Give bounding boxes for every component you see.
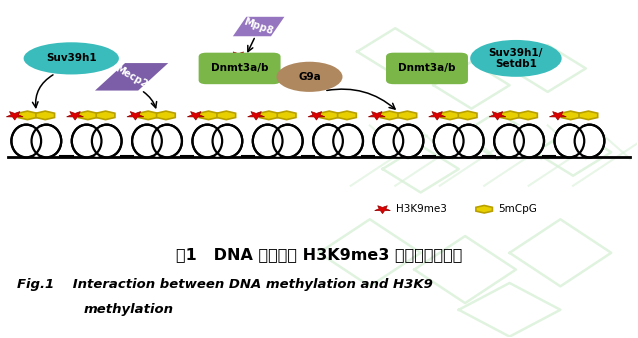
Text: Fig.1    Interaction between DNA methylation and H3K9: Fig.1 Interaction between DNA methylatio… [17,278,433,291]
Polygon shape [489,112,506,120]
Ellipse shape [193,125,222,158]
Polygon shape [230,52,247,61]
Text: 5mCpG: 5mCpG [498,204,537,214]
Polygon shape [440,111,459,120]
Ellipse shape [454,125,484,158]
Ellipse shape [152,125,182,158]
Polygon shape [579,111,598,120]
Text: Mecp2: Mecp2 [114,64,150,90]
Polygon shape [308,112,325,120]
Ellipse shape [494,125,524,158]
Ellipse shape [92,125,122,158]
Polygon shape [78,111,97,120]
Text: Dnmt3a/b: Dnmt3a/b [211,64,269,73]
Polygon shape [6,112,23,120]
Polygon shape [429,112,445,120]
Ellipse shape [470,40,561,77]
Polygon shape [476,206,493,213]
Ellipse shape [132,125,162,158]
Polygon shape [519,111,537,120]
Ellipse shape [514,125,544,158]
Ellipse shape [389,125,408,157]
Polygon shape [139,111,158,120]
Polygon shape [248,112,265,120]
Polygon shape [156,111,175,120]
Text: H3K9me3: H3K9me3 [396,204,447,214]
Polygon shape [36,111,55,120]
Text: Suv39h1/
Setdb1: Suv39h1/ Setdb1 [489,48,543,69]
Polygon shape [320,111,339,120]
Ellipse shape [575,125,604,158]
Polygon shape [368,112,385,120]
Polygon shape [561,111,580,120]
Ellipse shape [273,125,302,158]
Ellipse shape [253,125,283,158]
Polygon shape [338,111,356,120]
Polygon shape [18,111,37,120]
Ellipse shape [570,125,589,157]
Ellipse shape [24,42,119,74]
Ellipse shape [333,125,363,158]
Polygon shape [549,112,567,120]
Text: G9a: G9a [298,72,321,82]
Ellipse shape [450,125,468,157]
Text: Dnmt3a/b: Dnmt3a/b [398,64,456,73]
Text: 图1   DNA 甲基化与 H3K9me3 之间的相互作用: 图1 DNA 甲基化与 H3K9me3 之间的相互作用 [176,247,462,262]
Ellipse shape [329,125,347,157]
Ellipse shape [510,125,528,157]
Polygon shape [375,206,390,214]
Polygon shape [260,111,278,120]
Ellipse shape [554,125,584,158]
Ellipse shape [71,125,101,158]
Polygon shape [217,111,235,120]
Polygon shape [95,63,168,91]
Polygon shape [66,112,84,120]
Ellipse shape [87,125,106,157]
Text: Suv39h1: Suv39h1 [46,53,96,64]
Polygon shape [233,17,285,36]
Ellipse shape [212,125,242,158]
Ellipse shape [313,125,343,158]
FancyBboxPatch shape [198,53,281,84]
Ellipse shape [148,125,166,157]
Polygon shape [398,111,417,120]
FancyBboxPatch shape [386,53,468,84]
Polygon shape [199,111,218,120]
Ellipse shape [394,125,424,158]
Polygon shape [380,111,399,120]
Ellipse shape [31,125,61,158]
Ellipse shape [373,125,403,158]
Polygon shape [501,111,519,120]
Ellipse shape [269,125,287,157]
Ellipse shape [11,125,41,158]
Polygon shape [278,111,296,120]
Ellipse shape [27,125,45,157]
Text: Mpp8: Mpp8 [242,17,275,37]
Polygon shape [127,112,144,120]
Ellipse shape [276,62,343,92]
Ellipse shape [434,125,464,158]
Polygon shape [188,112,204,120]
Text: methylation: methylation [84,303,174,316]
Polygon shape [96,111,115,120]
Polygon shape [458,111,477,120]
Ellipse shape [208,125,226,157]
